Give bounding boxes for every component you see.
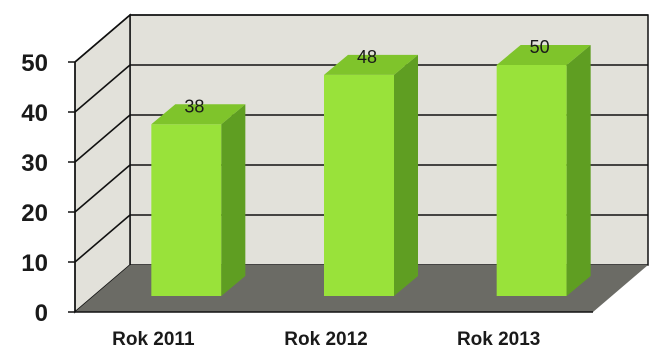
chart-side-wall [74, 13, 131, 314]
y-tick-label: 50 [21, 50, 48, 77]
bar-side [566, 45, 591, 296]
bar-top [324, 54, 418, 75]
bar-side [221, 104, 246, 296]
gridline [74, 114, 648, 163]
bar-top [151, 104, 246, 125]
bar [151, 104, 246, 296]
data-label: 48 [357, 47, 377, 67]
x-tick-label: Rok 2013 [457, 329, 540, 350]
data-labels: 38 48 50 [184, 37, 549, 116]
bar-top [496, 45, 591, 65]
y-tick-label: 40 [21, 100, 48, 127]
x-axis-labels: Rok 2011 Rok 2012 Rok 2013 [112, 329, 540, 350]
y-tick-label: 10 [21, 250, 48, 277]
gridline [74, 164, 648, 213]
y-tick-label: 20 [21, 200, 48, 227]
bar-side [394, 54, 418, 296]
bars [151, 45, 591, 296]
data-label: 50 [530, 37, 550, 57]
y-tick-label: 0 [35, 300, 48, 327]
y-tick-label: 30 [21, 150, 48, 177]
gridline [74, 214, 648, 263]
y-axis: 0 10 20 30 40 50 [21, 50, 593, 327]
bar [496, 45, 591, 296]
x-tick-label: Rok 2012 [284, 329, 367, 350]
bar-front [151, 124, 222, 296]
gridlines [74, 14, 648, 263]
gridline [74, 14, 648, 63]
x-tick-label: Rok 2011 [112, 329, 195, 350]
gridline [74, 64, 648, 113]
bar-front [496, 65, 567, 296]
data-label: 38 [184, 96, 204, 116]
bar [324, 54, 418, 296]
bar-front [324, 74, 394, 296]
